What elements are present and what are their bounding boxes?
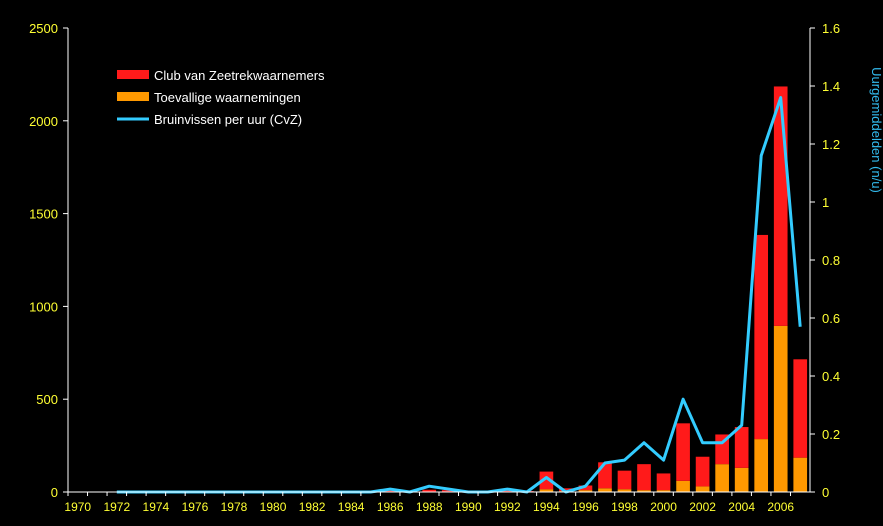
y-right-tick-label: 1.4: [822, 79, 840, 94]
y-right-tick-label: 1.6: [822, 21, 840, 36]
x-tick-label: 1976: [182, 500, 209, 514]
legend-swatch-bar: [117, 70, 149, 79]
x-tick-label: 1984: [338, 500, 365, 514]
x-tick-label: 1974: [143, 500, 170, 514]
line-bruinvissen: [116, 96, 802, 494]
bar-club: [539, 471, 554, 490]
bar-toevallige: [773, 325, 788, 492]
bar-club: [598, 462, 612, 489]
legend-label: Club van Zeetrekwaarnemers: [154, 68, 325, 83]
y-right-tick-label: 1: [822, 195, 829, 210]
x-tick-label: 1996: [572, 500, 599, 514]
x-tick-label: 1986: [377, 500, 404, 514]
bar-club: [637, 464, 651, 491]
bar-club: [617, 470, 632, 490]
x-tick-label: 2006: [767, 500, 794, 514]
bar-club: [500, 490, 515, 492]
plot-area: 0 500 1000 1500 2000 2500 0 0.2 0.4 0.6 0.8 1 1.2 1.4…: [29, 21, 840, 514]
y-right-tick-label: 0.8: [822, 253, 840, 268]
bar-toevallige: [617, 489, 632, 492]
y-left-tick-label: 1500: [29, 207, 58, 222]
x-tick-label: 2004: [728, 500, 755, 514]
bar-club: [676, 423, 690, 481]
bar-club: [422, 489, 437, 492]
bar-toevallige: [754, 439, 769, 492]
x-tick-label: 1980: [260, 500, 287, 514]
y-left-tick-label: 2500: [29, 21, 58, 36]
y-right-tick-label: 0: [822, 485, 829, 500]
bar-toevallige: [793, 457, 808, 492]
x-tick-label: 1998: [611, 500, 638, 514]
bar-toevallige: [578, 490, 593, 492]
bar-toevallige: [715, 464, 729, 492]
y-left-tick-label: 0: [51, 485, 58, 500]
bar-club: [578, 485, 593, 491]
x-tick-label: 1988: [416, 500, 443, 514]
bar-club: [441, 490, 456, 492]
legend-label: Toevallige waarnemingen: [154, 90, 301, 105]
y-right-tick-label: 0.2: [822, 427, 840, 442]
x-tick-label: 1994: [533, 500, 560, 514]
bar-club: [793, 359, 808, 458]
y-left-tick-label: 2000: [29, 114, 58, 129]
bar-toevallige: [598, 488, 612, 492]
x-tick-label: 2000: [650, 500, 677, 514]
x-tick-label: 1982: [299, 500, 326, 514]
y-left-tick-label: 500: [36, 392, 58, 407]
bar-toevallige: [734, 467, 749, 492]
x-tick-label: 1990: [455, 500, 482, 514]
bar-club: [734, 427, 749, 468]
line-group: [116, 96, 802, 494]
y-right-tick-label: 0.4: [822, 369, 840, 384]
y-right-tick-label: 0.6: [822, 311, 840, 326]
legend-swatch-bar: [117, 92, 149, 101]
bar-toevallige: [656, 490, 671, 492]
x-tick-label: 1978: [221, 500, 248, 514]
bar-club: [773, 86, 788, 326]
bar-toevallige: [637, 490, 651, 492]
bar-club: [656, 473, 671, 491]
y-right-tick-label: 1.2: [822, 137, 840, 152]
ticks-group: 0 500 1000 1500 2000 2500 0 0.2 0.4 0.6 0.8 1 1.2 1.4…: [29, 21, 840, 514]
x-tick-label: 2002: [689, 500, 716, 514]
bar-club: [754, 234, 769, 440]
bar-toevallige: [539, 489, 554, 492]
x-tick-label: 1970: [64, 500, 91, 514]
bar-club: [695, 456, 710, 487]
legend: Club van Zeetrekwaarnemers Toevallige waa…: [117, 68, 325, 127]
y-axis-right-label: Uurgemiddelden (n/u): [869, 67, 883, 193]
bar-toevallige: [676, 480, 690, 492]
bar-club: [559, 488, 573, 492]
y-left-tick-label: 1000: [29, 299, 58, 314]
x-tick-label: 1992: [494, 500, 521, 514]
x-tick-label: 1972: [103, 500, 130, 514]
bar-club: [383, 490, 398, 492]
legend-label: Bruinvissen per uur (CvZ): [154, 112, 302, 127]
bars-group: [109, 86, 808, 492]
bar-toevallige: [695, 486, 710, 492]
